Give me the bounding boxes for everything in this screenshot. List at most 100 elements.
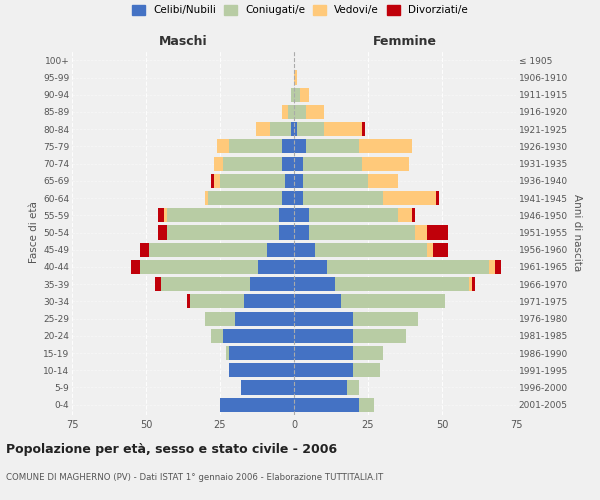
Bar — [241, 380, 294, 394]
Bar — [282, 105, 288, 119]
Bar — [140, 260, 259, 274]
Bar — [362, 122, 365, 136]
Bar — [294, 88, 300, 102]
Bar — [294, 191, 303, 205]
Bar — [294, 242, 315, 257]
Bar — [303, 174, 368, 188]
Bar — [303, 191, 383, 205]
Bar — [291, 122, 294, 136]
Bar — [368, 174, 398, 188]
Bar — [326, 260, 490, 274]
Bar — [155, 277, 161, 291]
Bar — [259, 260, 294, 274]
Text: Popolazione per età, sesso e stato civile - 2006: Popolazione per età, sesso e stato civil… — [6, 442, 337, 456]
Bar — [306, 140, 359, 153]
Bar — [294, 328, 353, 343]
Bar — [149, 242, 268, 257]
Bar — [229, 346, 294, 360]
Bar — [415, 226, 427, 239]
Bar — [131, 260, 140, 274]
Bar — [158, 226, 167, 239]
Bar — [226, 346, 229, 360]
Bar — [323, 122, 362, 136]
Bar — [306, 105, 323, 119]
Bar — [294, 105, 306, 119]
Bar — [167, 208, 279, 222]
Bar — [211, 328, 223, 343]
Bar — [205, 312, 235, 326]
Bar — [309, 208, 398, 222]
Bar — [279, 226, 294, 239]
Bar — [208, 191, 282, 205]
Bar — [335, 277, 469, 291]
Bar — [353, 312, 418, 326]
Bar — [309, 226, 415, 239]
Bar — [282, 191, 294, 205]
Bar — [495, 260, 501, 274]
Bar — [220, 398, 294, 411]
Bar — [341, 294, 445, 308]
Bar — [279, 208, 294, 222]
Bar — [398, 208, 412, 222]
Bar — [294, 226, 309, 239]
Bar — [362, 156, 409, 170]
Bar — [294, 122, 297, 136]
Bar — [297, 122, 323, 136]
Bar — [412, 208, 415, 222]
Bar — [433, 242, 448, 257]
Bar — [294, 398, 359, 411]
Bar — [256, 122, 271, 136]
Bar — [190, 294, 244, 308]
Bar — [294, 346, 353, 360]
Bar — [300, 88, 309, 102]
Bar — [250, 277, 294, 291]
Bar — [211, 174, 214, 188]
Bar — [187, 294, 190, 308]
Bar — [161, 277, 250, 291]
Bar — [235, 312, 294, 326]
Text: Maschi: Maschi — [158, 36, 208, 49]
Bar — [288, 105, 294, 119]
Bar — [205, 191, 208, 205]
Bar — [294, 156, 303, 170]
Bar — [282, 156, 294, 170]
Bar — [383, 191, 436, 205]
Bar — [214, 174, 220, 188]
Bar — [353, 328, 406, 343]
Bar — [229, 140, 282, 153]
Bar — [294, 363, 353, 378]
Bar — [427, 242, 433, 257]
Bar — [294, 70, 297, 85]
Bar — [315, 242, 427, 257]
Bar — [214, 156, 223, 170]
Bar — [359, 398, 374, 411]
Bar — [223, 328, 294, 343]
Bar — [294, 208, 309, 222]
Bar — [291, 88, 294, 102]
Bar — [285, 174, 294, 188]
Bar — [353, 363, 380, 378]
Bar — [472, 277, 475, 291]
Bar — [229, 363, 294, 378]
Bar — [294, 260, 326, 274]
Bar — [469, 277, 472, 291]
Bar — [294, 294, 341, 308]
Bar — [347, 380, 359, 394]
Text: Femmine: Femmine — [373, 36, 437, 49]
Bar — [271, 122, 291, 136]
Bar — [294, 174, 303, 188]
Bar — [490, 260, 495, 274]
Bar — [359, 140, 412, 153]
Bar — [427, 226, 448, 239]
Bar — [164, 208, 167, 222]
Bar — [294, 140, 306, 153]
Bar — [303, 156, 362, 170]
Bar — [167, 226, 279, 239]
Y-axis label: Fasce di età: Fasce di età — [29, 202, 39, 264]
Bar — [140, 242, 149, 257]
Bar — [268, 242, 294, 257]
Bar — [294, 380, 347, 394]
Bar — [294, 312, 353, 326]
Bar — [223, 156, 282, 170]
Bar — [220, 174, 285, 188]
